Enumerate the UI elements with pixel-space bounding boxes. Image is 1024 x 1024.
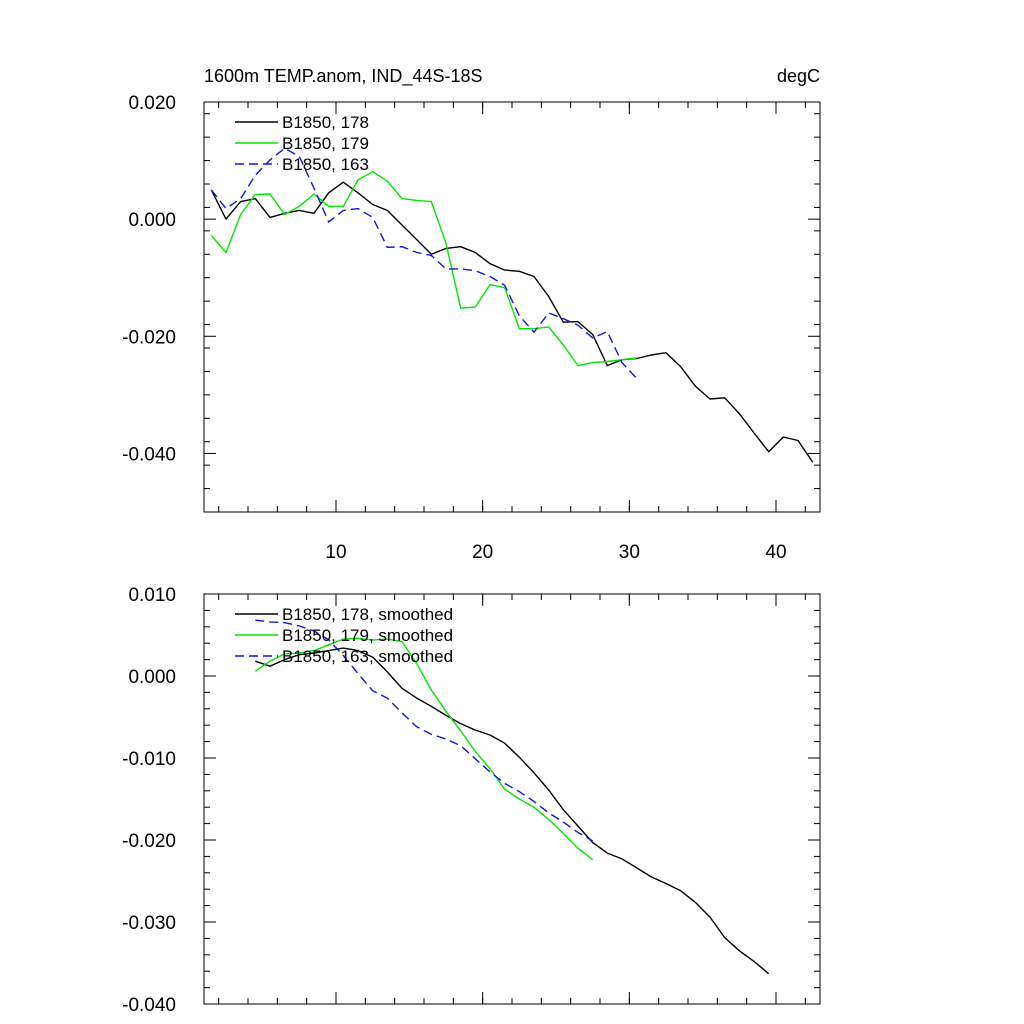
series-line-2 xyxy=(255,619,594,842)
series-group-top xyxy=(210,147,814,463)
y-tick-label: -0.020 xyxy=(122,831,176,852)
legend-label-2: B1850, 163 xyxy=(282,155,369,174)
y-tick-label: 0.000 xyxy=(128,667,176,688)
chart-title: 1600m TEMP.anom, IND_44S-18S xyxy=(204,66,482,87)
y-tick-label: 0.000 xyxy=(128,210,176,231)
legend-bottom: B1850, 178, smoothed B1850, 179, smoothed… xyxy=(235,605,453,666)
x-tick-label: 10 xyxy=(325,542,346,563)
y-tick-label: -0.020 xyxy=(122,327,176,348)
y-tick-label: -0.040 xyxy=(122,995,176,1016)
y-tick-label: -0.040 xyxy=(122,444,176,465)
legend-label-0: B1850, 178 xyxy=(282,113,369,132)
axis-ticks-top: 0.020 0.000 -0.020 -0.040 10 20 30 40 xyxy=(122,93,820,563)
series-line-0 xyxy=(255,647,770,975)
legend-label-1: B1850, 179, smoothed xyxy=(282,626,453,645)
y-tick-label: 0.020 xyxy=(128,93,176,114)
y-tick-label: -0.010 xyxy=(122,749,176,770)
series-line-0 xyxy=(210,181,814,463)
x-tick-label: 40 xyxy=(765,542,786,563)
y-tick-label: 0.010 xyxy=(128,585,176,606)
series-group-bottom xyxy=(254,619,770,975)
top-panel: 1600m TEMP.anom, IND_44S-18S degC 0.0200… xyxy=(122,66,821,563)
y-tick-label: -0.030 xyxy=(122,913,176,934)
series-line-1 xyxy=(210,170,637,367)
legend-label-2: B1850, 163, smoothed xyxy=(282,647,453,666)
series-line-2 xyxy=(210,147,638,379)
legend-top: B1850, 178 B1850, 179 B1850, 163 xyxy=(235,113,369,174)
legend-label-0: B1850, 178, smoothed xyxy=(282,605,453,624)
series-line-1 xyxy=(254,637,594,861)
legend-label-1: B1850, 179 xyxy=(282,134,369,153)
x-tick-label: 20 xyxy=(472,542,493,563)
axis-ticks-bottom: 0.010 0.000 -0.010 -0.020 -0.030 -0.040 xyxy=(122,585,820,1016)
units-label: degC xyxy=(777,66,820,86)
x-tick-label: 30 xyxy=(619,542,640,563)
bottom-panel: 0.010 0.000 -0.010 -0.020 -0.030 -0.040 B1850… xyxy=(122,585,821,1016)
